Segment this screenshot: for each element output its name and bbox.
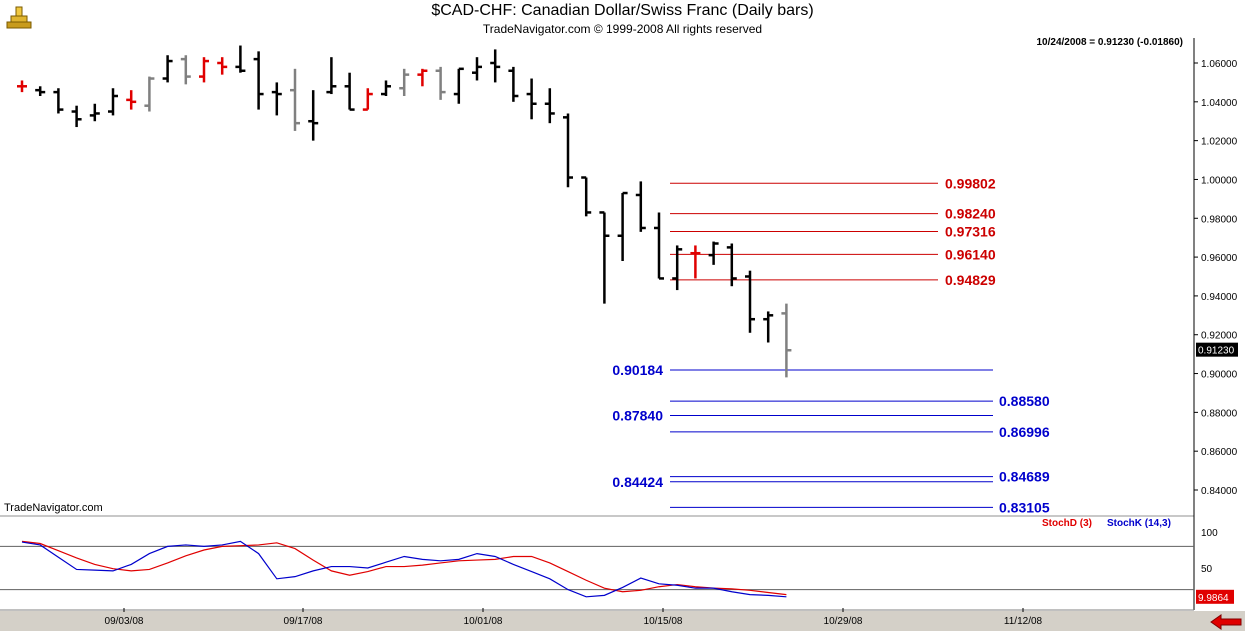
- fib-lower-label: 0.88580: [999, 393, 1050, 409]
- ohlc-bar: [253, 51, 264, 110]
- ohlc-bar: [708, 241, 719, 265]
- fib-lower-label: 0.87840: [612, 407, 663, 423]
- x-tick-label: 10/29/08: [824, 616, 863, 627]
- ohlc-bar: [144, 76, 155, 112]
- y-tick-label: 0.90000: [1201, 370, 1238, 381]
- last-price-box: [1196, 342, 1238, 357]
- fib-lower-label: 0.84424: [612, 474, 663, 490]
- ohlc-bar: [344, 72, 355, 111]
- ohlc-bar: [726, 243, 737, 287]
- ohlc-bar: [617, 191, 628, 261]
- ohlc-bar: [745, 270, 755, 333]
- ohlc-bar: [71, 105, 82, 128]
- x-tick-label: 11/12/08: [1004, 616, 1043, 627]
- ohlc-bar: [17, 80, 27, 93]
- x-tick-label: 09/03/08: [105, 616, 144, 627]
- y-tick-label: 1.02000: [1201, 137, 1238, 148]
- last-price-label: 0.91230: [1198, 346, 1235, 357]
- ohlc-bar: [108, 88, 118, 116]
- stoch-d-line: [21, 540, 787, 596]
- y-tick-label: 1.06000: [1201, 59, 1238, 70]
- ohlc-bar: [635, 181, 646, 232]
- chart-copyright: TradeNavigator.com © 1999-2008 All right…: [482, 22, 763, 36]
- ohlc-bar: [381, 80, 391, 96]
- stoch-d-legend: StochD (3): [1042, 518, 1092, 529]
- ohlc-bar: [326, 57, 337, 95]
- ohlc-bar: [235, 45, 246, 73]
- stoch-last-value-label: 9.9864: [1198, 593, 1229, 604]
- y-tick-label: 0.84000: [1201, 486, 1238, 497]
- ohlc-bar: [763, 311, 774, 343]
- bottom-strip: [0, 611, 1245, 631]
- ohlc-bar: [690, 245, 701, 279]
- ohlc-bar: [453, 67, 464, 104]
- chart-title: $CAD-CHF: Canadian Dollar/Swiss Franc (D…: [431, 2, 814, 19]
- y-tick-label: 0.92000: [1201, 331, 1238, 342]
- fib-upper-label: 0.99802: [945, 175, 996, 191]
- trade-navigator-logo-icon: [4, 4, 34, 35]
- ohlc-bar: [672, 245, 683, 291]
- stoch-k-line: [21, 540, 787, 598]
- ohlc-bar: [544, 88, 555, 124]
- x-tick-label: 10/15/08: [644, 616, 683, 627]
- fib-upper-label: 0.97316: [945, 224, 996, 240]
- ohlc-bar: [399, 68, 410, 96]
- ohlc-bar: [162, 55, 173, 83]
- fib-lower-label: 0.83105: [999, 499, 1050, 515]
- panel-separator: [0, 515, 1194, 517]
- ohlc-bar: [508, 66, 519, 102]
- ohlc-bar: [781, 303, 792, 378]
- ohlc-bar: [654, 212, 664, 280]
- y-tick-label: 1.00000: [1201, 175, 1238, 186]
- fib-upper-label: 0.98240: [945, 206, 996, 222]
- fib-lower-label: 0.90184: [612, 362, 663, 378]
- ohlc-bar: [126, 90, 137, 110]
- ohlc-bar: [362, 88, 373, 111]
- ohlc-bar: [89, 103, 100, 122]
- ohlc-bar: [217, 57, 228, 75]
- ohlc-bar: [581, 176, 592, 217]
- fib-upper-label: 0.96140: [945, 246, 996, 262]
- y-tick-label: 0.94000: [1201, 292, 1238, 303]
- y-tick-label: 0.98000: [1201, 214, 1238, 225]
- scroll-left-arrow-icon[interactable]: [1209, 614, 1243, 635]
- ohlc-bar: [526, 78, 537, 120]
- x-tick-label: 09/17/08: [284, 616, 323, 627]
- stoch-y-tick-label: 100: [1201, 528, 1218, 539]
- ohlc-bar: [472, 57, 482, 81]
- fib-upper-label: 0.94829: [945, 272, 996, 288]
- fib-lower-label: 0.84689: [999, 469, 1050, 485]
- y-tick-label: 0.88000: [1201, 408, 1238, 419]
- ohlc-bar: [35, 86, 46, 96]
- ohlc-bar: [417, 68, 428, 87]
- ohlc-bar: [180, 55, 191, 85]
- stoch-k-legend: StochK (14,3): [1107, 518, 1171, 529]
- ohlc-bar: [435, 66, 446, 100]
- stoch-y-tick-label: 50: [1201, 564, 1213, 575]
- fib-lower-label: 0.86996: [999, 424, 1050, 440]
- ohlc-bar: [271, 82, 282, 116]
- y-tick-label: 0.96000: [1201, 253, 1238, 264]
- ohlc-bar: [490, 49, 501, 83]
- y-tick-label: 0.86000: [1201, 447, 1238, 458]
- ohlc-bar: [599, 211, 610, 304]
- ohlc-bar: [290, 68, 300, 131]
- ohlc-bar: [563, 113, 573, 188]
- watermark: TradeNavigator.com: [4, 502, 103, 514]
- ohlc-bar: [53, 88, 64, 114]
- stoch-last-value-box: [1196, 589, 1234, 604]
- ohlc-bar: [199, 57, 209, 83]
- x-tick-label: 10/01/08: [464, 616, 503, 627]
- y-tick-label: 1.04000: [1201, 98, 1238, 109]
- last-quote: 10/24/2008 = 0.91230 (-0.01860): [1036, 37, 1183, 48]
- ohlc-bar: [308, 90, 319, 141]
